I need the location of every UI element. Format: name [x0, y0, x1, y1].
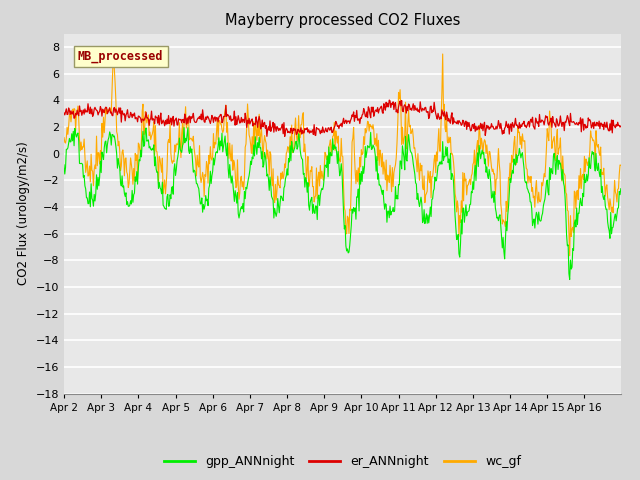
Y-axis label: CO2 Flux (urology/m2/s): CO2 Flux (urology/m2/s) [17, 142, 30, 286]
Legend: gpp_ANNnight, er_ANNnight, wc_gf: gpp_ANNnight, er_ANNnight, wc_gf [159, 450, 526, 473]
Title: Mayberry processed CO2 Fluxes: Mayberry processed CO2 Fluxes [225, 13, 460, 28]
Text: MB_processed: MB_processed [78, 50, 163, 63]
